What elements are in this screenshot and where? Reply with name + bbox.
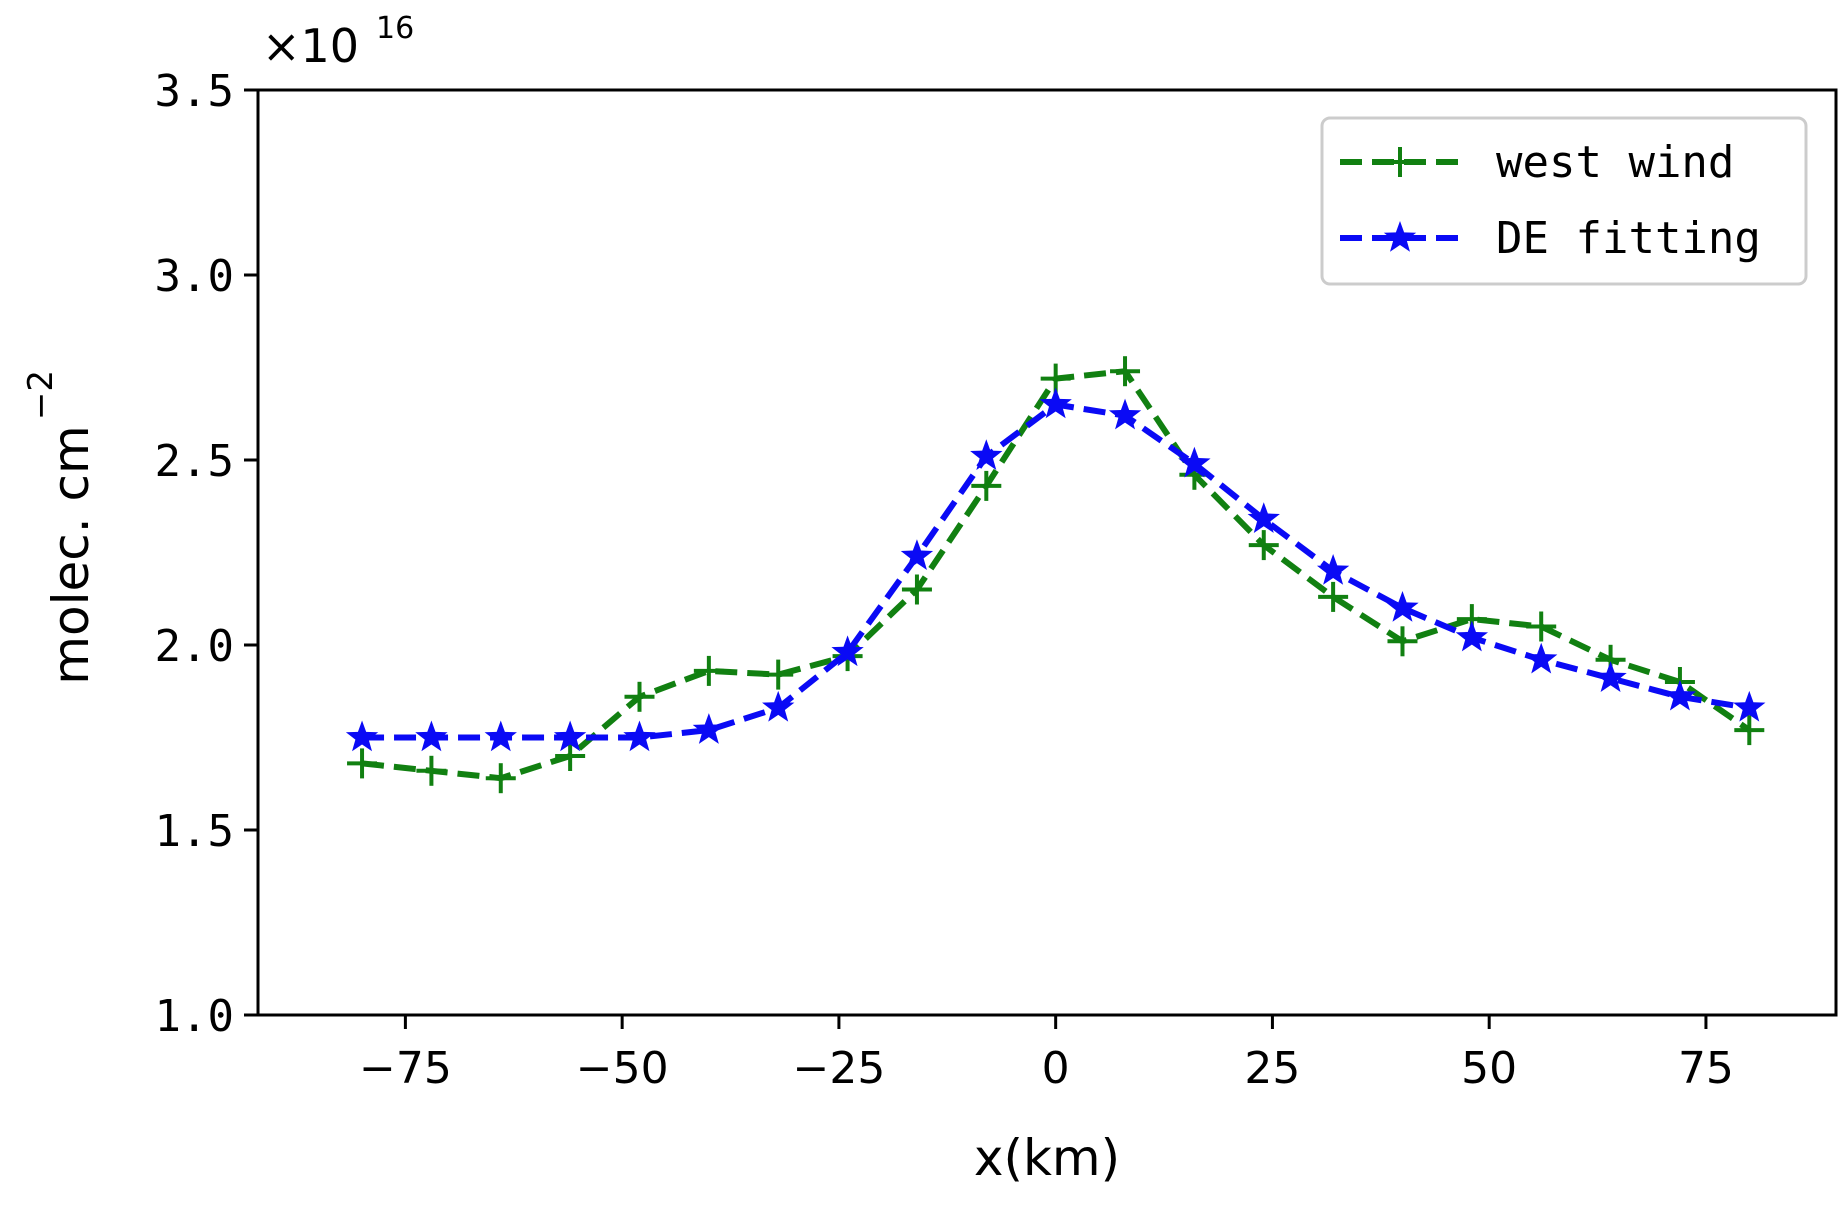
data-point-de-fitting xyxy=(1525,642,1558,674)
data-point-de-fitting xyxy=(1178,446,1211,478)
y-tick-label: 2.5 xyxy=(155,436,234,487)
data-point-west-wind xyxy=(901,574,932,605)
x-axis-label: x(km) xyxy=(974,1129,1120,1187)
legend-marker-west-wind xyxy=(1385,147,1415,177)
data-point-de-fitting xyxy=(1455,620,1489,652)
data-point-west-wind xyxy=(1526,611,1557,642)
x-tick-label: 0 xyxy=(1042,1043,1070,1094)
data-point-west-wind xyxy=(1318,581,1349,612)
legend-label-de-fitting: DE fitting xyxy=(1496,213,1761,264)
data-point-de-fitting xyxy=(1039,387,1072,419)
data-point-de-fitting xyxy=(1247,502,1280,533)
data-point-de-fitting xyxy=(692,713,726,744)
data-point-de-fitting xyxy=(1663,679,1697,711)
data-point-west-wind xyxy=(763,659,794,690)
data-point-de-fitting xyxy=(762,690,795,722)
data-point-de-fitting xyxy=(1316,554,1350,585)
x-tick-label: 75 xyxy=(1678,1043,1734,1094)
legend: west wind DE fitting xyxy=(1320,116,1808,286)
x-tick-label: 25 xyxy=(1244,1043,1300,1094)
x-tick-label: −50 xyxy=(576,1043,669,1094)
data-point-west-wind xyxy=(624,681,655,712)
plot-frame xyxy=(256,88,1838,1017)
data-point-de-fitting xyxy=(345,720,379,752)
data-point-west-wind xyxy=(555,741,586,771)
y-tick-label: 3.5 xyxy=(155,66,234,117)
y-tick-label: 3.0 xyxy=(155,251,234,302)
y-axis: 1.0 1.5 2.0 2.5 3.0 3.5 xyxy=(155,66,258,1042)
x-tick-label: −25 xyxy=(792,1043,885,1094)
y-scale-exponent: 16 xyxy=(376,11,414,46)
data-point-west-wind xyxy=(693,655,724,686)
data-point-de-fitting xyxy=(1594,661,1627,693)
data-point-de-fitting xyxy=(900,539,934,570)
data-point-west-wind xyxy=(1248,530,1279,561)
legend-marker-de-fitting xyxy=(1383,221,1417,252)
y-axis-label-superscript: −2 xyxy=(21,370,61,420)
y-tick-label: 2.0 xyxy=(155,621,234,672)
data-point-de-fitting xyxy=(623,720,656,752)
data-point-de-fitting xyxy=(1733,690,1766,722)
data-point-west-wind xyxy=(347,748,378,779)
data-point-west-wind xyxy=(416,755,447,786)
data-point-de-fitting xyxy=(553,720,587,752)
data-point-de-fitting xyxy=(1108,398,1142,430)
data-point-west-wind xyxy=(971,470,1002,501)
data-point-de-fitting xyxy=(415,720,448,752)
legend-label-west-wind: west wind xyxy=(1496,137,1734,188)
y-tick-label: 1.0 xyxy=(155,991,234,1042)
y-scale-base: ×10 xyxy=(262,19,359,73)
data-point-de-fitting xyxy=(970,439,1003,471)
data-point-de-fitting xyxy=(831,635,864,667)
x-tick-label: 50 xyxy=(1461,1043,1517,1094)
data-point-west-wind xyxy=(1734,715,1765,746)
series-line-west-wind xyxy=(361,368,1752,782)
y-tick-label: 1.5 xyxy=(155,806,234,857)
data-point-de-fitting xyxy=(1386,591,1419,622)
data-point-west-wind xyxy=(1110,356,1141,387)
data-point-west-wind xyxy=(1387,626,1418,657)
plot-layer xyxy=(345,356,1766,794)
x-tick-label: −75 xyxy=(359,1043,452,1094)
data-point-west-wind xyxy=(485,763,516,794)
y-axis-label: molec. cm xyxy=(42,425,100,684)
x-axis: −75 −50 −25 0 25 50 75 xyxy=(359,1015,1734,1094)
series-line-de-fitting xyxy=(362,401,1750,741)
data-point-de-fitting xyxy=(484,720,517,752)
